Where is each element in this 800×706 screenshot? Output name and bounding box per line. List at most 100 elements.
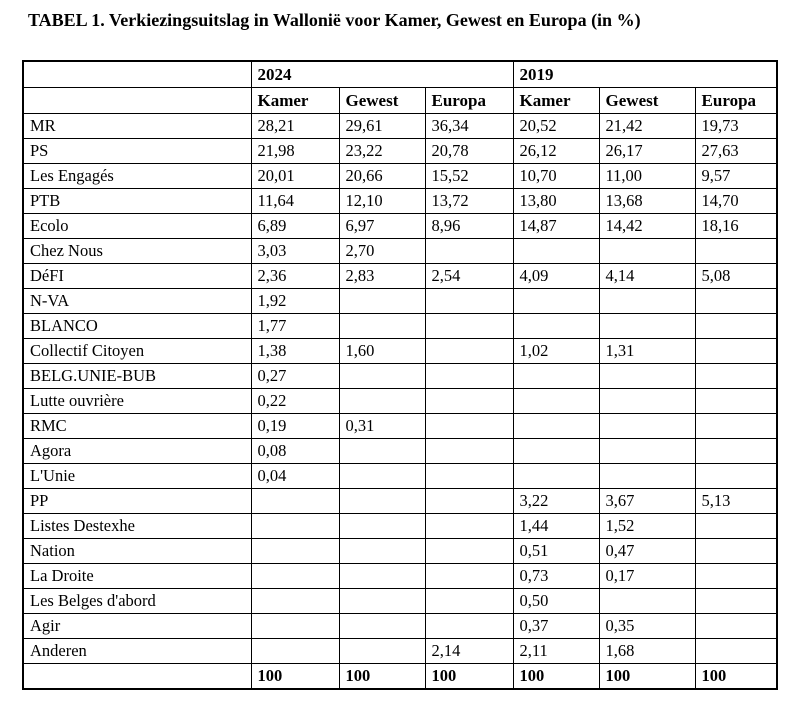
value-cell [512, 412, 600, 439]
value-cell: 20,52 [512, 112, 600, 139]
value-cell [338, 387, 426, 414]
value-cell [250, 637, 340, 664]
value-cell: 13,72 [424, 187, 514, 214]
value-cell: 13,80 [512, 187, 600, 214]
value-cell [338, 487, 426, 514]
value-cell: 2,54 [424, 262, 514, 289]
value-cell: 20,66 [338, 162, 426, 189]
value-cell [338, 612, 426, 639]
value-cell: 3,22 [512, 487, 600, 514]
total-cell-gewest-2019: 100 [598, 662, 696, 690]
value-cell [512, 237, 600, 264]
total-row: 100 100 100 100 100 100 [22, 662, 778, 690]
total-cell-europa-2019: 100 [694, 662, 778, 690]
value-cell [694, 437, 778, 464]
value-cell: 0,73 [512, 562, 600, 589]
party-name-cell: PP [22, 487, 252, 514]
value-cell [338, 437, 426, 464]
value-cell [694, 537, 778, 564]
value-cell: 19,73 [694, 112, 778, 139]
value-cell: 27,63 [694, 137, 778, 164]
value-cell: 1,68 [598, 637, 696, 664]
table-row: Les Engagés 20,01 20,66 15,52 10,70 11,00 9,57 [22, 162, 778, 189]
value-cell: 28,21 [250, 112, 340, 139]
value-cell: 0,08 [250, 437, 340, 464]
party-name-cell: BELG.UNIE-BUB [22, 362, 252, 389]
value-cell: 14,87 [512, 212, 600, 239]
value-cell: 14,70 [694, 187, 778, 214]
value-cell: 14,42 [598, 212, 696, 239]
value-cell [694, 512, 778, 539]
col-header-kamer-2019: Kamer [512, 86, 600, 114]
value-cell [250, 512, 340, 539]
value-cell [424, 287, 514, 314]
value-cell [694, 337, 778, 364]
value-cell [598, 287, 696, 314]
value-cell: 0,50 [512, 587, 600, 614]
party-name-cell: Collectif Citoyen [22, 337, 252, 364]
value-cell: 0,47 [598, 537, 696, 564]
total-label-cell [22, 662, 252, 690]
value-cell: 1,77 [250, 312, 340, 339]
col-header-gewest-2024: Gewest [338, 86, 426, 114]
value-cell: 3,67 [598, 487, 696, 514]
value-cell [598, 362, 696, 389]
value-cell [694, 237, 778, 264]
party-name-cell: L'Unie [22, 462, 252, 489]
value-cell [250, 612, 340, 639]
value-cell [250, 562, 340, 589]
value-cell: 0,19 [250, 412, 340, 439]
value-cell [424, 387, 514, 414]
value-cell: 2,11 [512, 637, 600, 664]
value-cell: 2,36 [250, 262, 340, 289]
value-cell: 36,34 [424, 112, 514, 139]
value-cell [424, 462, 514, 489]
party-name-cell: PTB [22, 187, 252, 214]
value-cell: 0,37 [512, 612, 600, 639]
value-cell: 0,31 [338, 412, 426, 439]
value-cell [512, 462, 600, 489]
value-cell [598, 587, 696, 614]
column-header-row: Kamer Gewest Europa Kamer Gewest Europa [22, 86, 778, 114]
value-cell [512, 437, 600, 464]
value-cell: 6,89 [250, 212, 340, 239]
party-name-cell: La Droite [22, 562, 252, 589]
party-name-cell: Ecolo [22, 212, 252, 239]
value-cell [694, 562, 778, 589]
value-cell: 3,03 [250, 237, 340, 264]
value-cell [694, 312, 778, 339]
value-cell [598, 387, 696, 414]
value-cell [338, 287, 426, 314]
year-2024-header: 2024 [250, 60, 514, 88]
value-cell [694, 412, 778, 439]
value-cell: 2,14 [424, 637, 514, 664]
party-name-cell: DéFI [22, 262, 252, 289]
value-cell: 26,17 [598, 137, 696, 164]
table-row: Ecolo 6,89 6,97 8,96 14,87 14,42 18,16 [22, 212, 778, 239]
value-cell: 10,70 [512, 162, 600, 189]
corner-empty-cell [22, 60, 252, 88]
value-cell [598, 312, 696, 339]
value-cell: 8,96 [424, 212, 514, 239]
value-cell: 23,22 [338, 137, 426, 164]
value-cell: 12,10 [338, 187, 426, 214]
table-body: MR 28,21 29,61 36,34 20,52 21,42 19,73 PS 21,98 2… [22, 112, 778, 664]
value-cell: 11,64 [250, 187, 340, 214]
table-row: N-VA 1,92 [22, 287, 778, 314]
value-cell [424, 312, 514, 339]
value-cell [338, 587, 426, 614]
value-cell [424, 337, 514, 364]
value-cell [598, 237, 696, 264]
value-cell [694, 462, 778, 489]
value-cell [250, 587, 340, 614]
value-cell [598, 412, 696, 439]
total-cell-gewest-2024: 100 [338, 662, 426, 690]
table-row: Nation 0,51 0,47 [22, 537, 778, 564]
total-cell-europa-2024: 100 [424, 662, 514, 690]
value-cell [694, 587, 778, 614]
value-cell [338, 312, 426, 339]
value-cell [512, 362, 600, 389]
value-cell: 0,17 [598, 562, 696, 589]
value-cell: 4,09 [512, 262, 600, 289]
